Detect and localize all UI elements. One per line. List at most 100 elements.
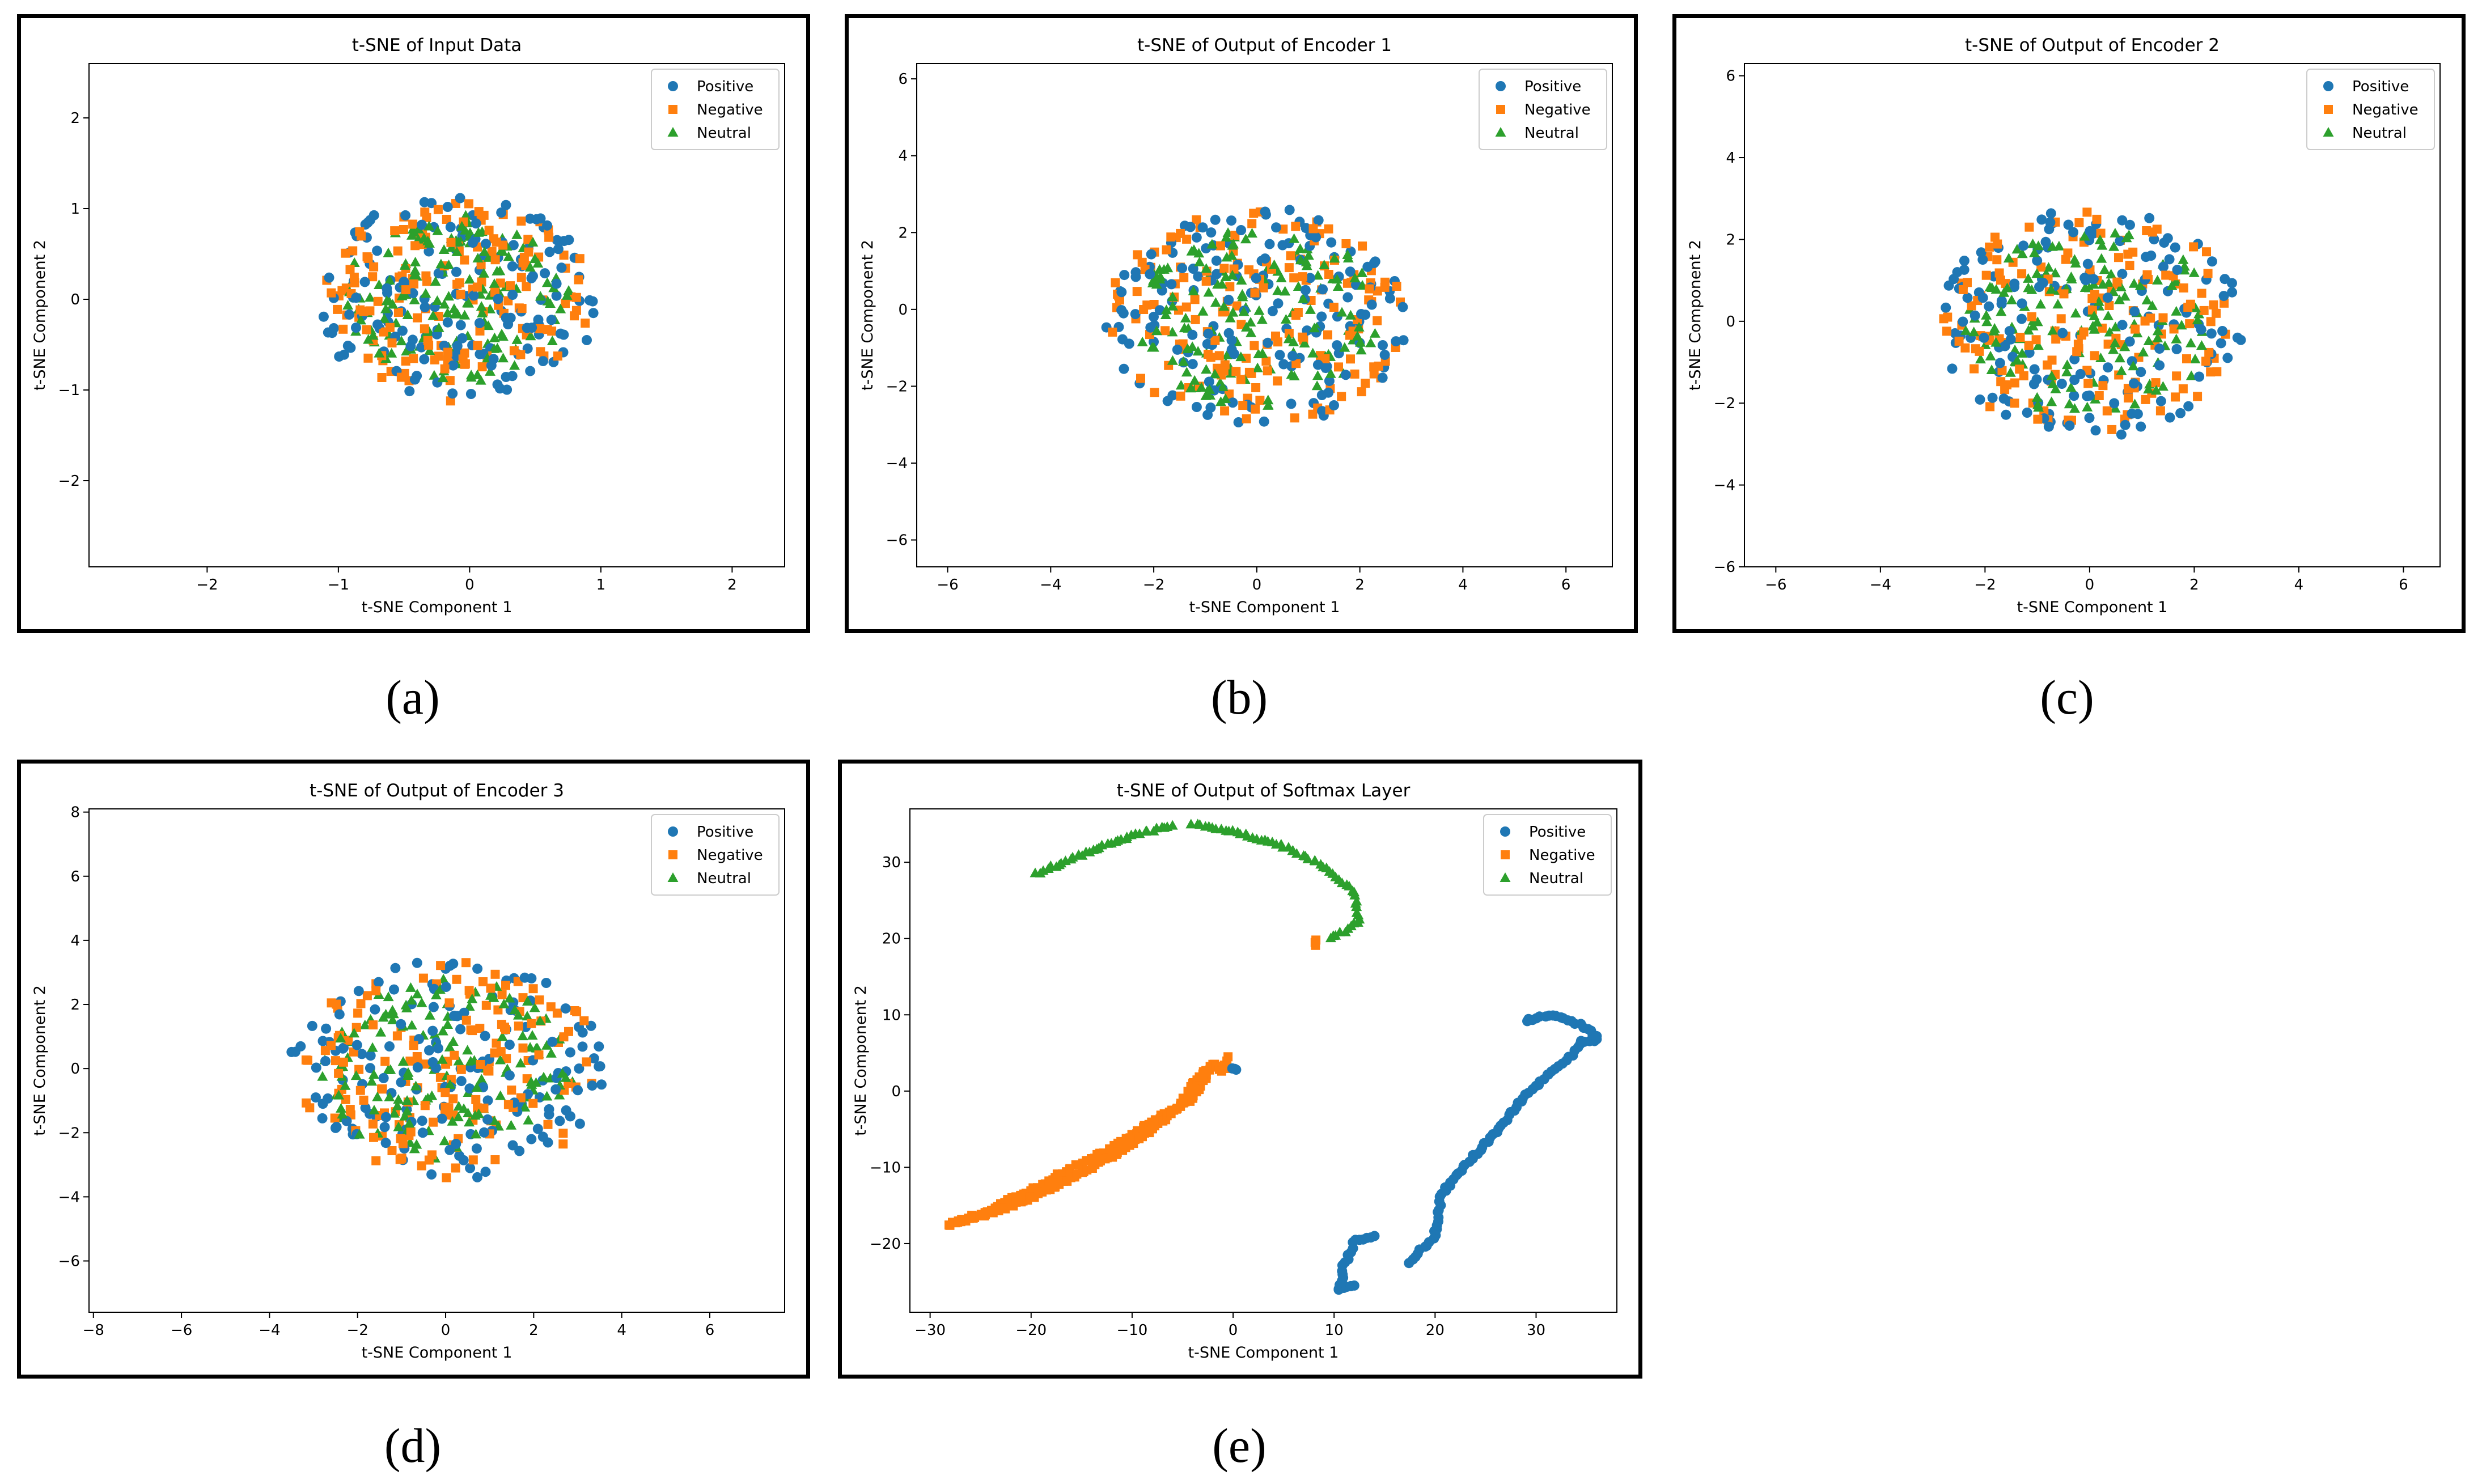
neutral-point <box>2110 337 2121 347</box>
negative-point <box>1365 284 1374 294</box>
neutral-point <box>485 366 495 376</box>
negative-point <box>535 995 544 1005</box>
negative-point <box>395 1155 405 1164</box>
positive-point <box>1369 1231 1380 1241</box>
neutral-point <box>1222 349 1233 359</box>
positive-point <box>2129 378 2139 389</box>
negative-point <box>501 981 510 990</box>
positive-point <box>442 202 453 212</box>
neutral-point <box>378 1012 389 1022</box>
positive-point <box>471 1143 482 1154</box>
negative-point <box>362 991 372 1000</box>
negative-point <box>2125 261 2134 270</box>
neutral-point <box>447 1116 458 1126</box>
positive-point <box>2082 258 2093 269</box>
neutral-point <box>424 1010 435 1020</box>
positive-point <box>532 1123 543 1134</box>
scatter-plot-encoder-3: t-SNE of Output of Encoder 3 −8 −6 −4 −2 0 2 4 6… <box>31 781 785 1362</box>
neutral-point <box>439 1135 450 1146</box>
neutral-point <box>359 1019 371 1029</box>
negative-point <box>1392 282 1401 291</box>
positive-point <box>1987 392 1998 403</box>
negative-point <box>468 1155 478 1165</box>
negative-point <box>2182 354 2191 363</box>
positive-point <box>397 325 408 336</box>
negative-point <box>2171 392 2180 402</box>
positive-point <box>2102 292 2113 303</box>
positive-point <box>488 354 499 364</box>
negative-point <box>1250 341 1259 350</box>
positive-point <box>2084 413 2095 423</box>
negative-point <box>517 304 527 313</box>
neutral-point <box>2061 359 2073 370</box>
positive-point <box>357 1049 367 1059</box>
negative-point <box>2024 222 2034 232</box>
positive-point <box>560 1003 571 1014</box>
neutral-point <box>1167 327 1178 337</box>
x-tick-label: 2 <box>727 576 737 593</box>
neutral-point <box>2023 282 2034 292</box>
positive-point <box>317 1113 328 1123</box>
negative-point <box>1132 287 1142 296</box>
neutral-point <box>1225 312 1236 323</box>
neutral-point <box>557 1068 568 1078</box>
neutral-point <box>2033 240 2044 251</box>
positive-point <box>2069 354 2080 364</box>
neutral-point <box>369 1105 380 1114</box>
y-tick-label: 6 <box>70 868 80 885</box>
neutral-point <box>2152 274 2163 285</box>
legend-label-negative: Negative <box>697 101 763 118</box>
positive-point <box>2045 208 2056 219</box>
positive-point <box>2175 408 2186 418</box>
neutral-point <box>401 1105 413 1116</box>
positive-point <box>1226 335 1237 346</box>
x-tick-label: −4 <box>259 1322 280 1339</box>
negative-point <box>2082 207 2092 217</box>
positive-point <box>2031 374 2042 385</box>
neutral-point <box>365 292 376 302</box>
neutral-point <box>387 1014 399 1024</box>
y-tick-label: −4 <box>1714 477 1735 494</box>
positive-point <box>451 266 461 277</box>
neutral-point <box>2069 403 2080 413</box>
negative-point <box>1166 232 1176 242</box>
negative-point <box>1286 251 1295 261</box>
neutral-point <box>405 982 416 992</box>
negative-point <box>1358 241 1367 251</box>
positive-point <box>2124 336 2135 347</box>
neutral-point <box>1167 355 1178 365</box>
positive-point <box>585 295 595 306</box>
neutral-point <box>384 275 395 285</box>
negative-point <box>579 1016 589 1025</box>
neutral-point <box>522 1011 533 1021</box>
positive-point <box>1223 294 1234 305</box>
data-points <box>1101 205 1409 427</box>
positive-point <box>472 963 483 974</box>
positive-point <box>481 239 491 249</box>
negative-point <box>320 1046 330 1055</box>
plot-frame <box>1744 63 2441 567</box>
neutral-point <box>1203 287 1214 297</box>
neutral-point <box>342 300 354 310</box>
x-tick-label: 20 <box>1426 1322 1445 1339</box>
positive-point <box>478 1127 489 1138</box>
positive-point <box>2085 226 2095 236</box>
positive-point <box>2024 347 2035 358</box>
negative-point <box>1176 391 1185 401</box>
y-tick-label: 6 <box>1726 68 1735 85</box>
neutral-point <box>2031 392 2043 402</box>
negative-point <box>440 364 450 374</box>
neutral-point <box>2023 273 2034 283</box>
negative-point <box>2107 425 2117 434</box>
negative-point <box>2204 347 2214 357</box>
neutral-point <box>439 299 450 309</box>
positive-point <box>441 982 451 992</box>
negative-point <box>2169 324 2179 334</box>
positive-point <box>389 984 399 995</box>
negative-point <box>409 1041 418 1050</box>
neutral-point <box>473 1108 484 1118</box>
positive-point <box>1311 232 1322 243</box>
neutral-point <box>2046 370 2057 380</box>
negative-point <box>442 1173 451 1182</box>
neutral-point <box>2047 241 2058 251</box>
